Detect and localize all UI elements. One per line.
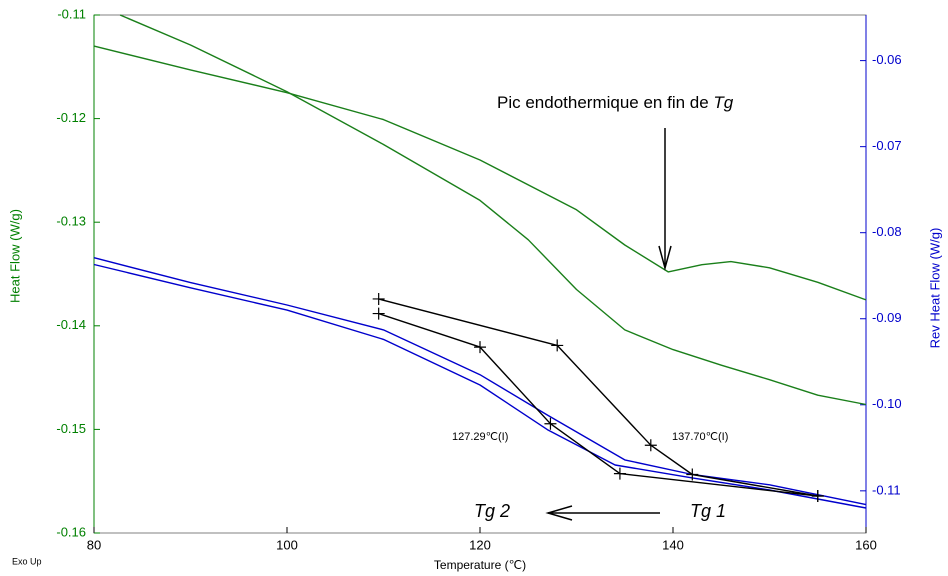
y2-tick-label: -0.09 [872,310,902,325]
series-line [378,298,818,497]
tangent-marker [372,292,385,305]
annotation: Pic endothermique en fin de Tg [497,93,734,112]
y-tick-label: -0.12 [56,110,86,125]
tangent-marker [474,341,486,354]
x-axis-label: Temperature (℃) [434,558,526,572]
plot-frame [93,14,867,534]
y2-tick-label: -0.08 [872,224,902,239]
y2-tick-label: -0.06 [872,52,902,67]
y-axis-label: Heat Flow (W/g) [7,209,22,303]
x-tick-label: 160 [855,537,877,552]
y-tick-label: -0.11 [57,6,86,21]
annotation-arrowhead [545,505,573,521]
x-tick-label: 100 [276,537,298,552]
y-tick-label: -0.13 [56,214,86,229]
tangent-marker [551,339,564,352]
series-line [119,14,867,406]
x-tick-label: 120 [469,537,491,552]
y-tick-label: -0.14 [56,317,86,332]
annotation: Tg 1 [690,501,726,521]
tangent-marker [811,490,824,502]
x-tick-label: 80 [87,537,101,552]
series-line [93,45,867,301]
y2-tick-label: -0.11 [872,482,901,497]
series-line [93,257,867,506]
series-line [378,312,818,497]
annotation-text: Pic endothermique en fin de [497,93,713,112]
annotation: 127.29℃(I) [452,431,508,443]
tangent-marker [644,439,657,452]
tangent-marker [686,468,699,481]
tangent-marker [372,307,385,320]
y-tick-label: -0.15 [56,421,86,436]
annotation: 137.70℃(I) [672,431,728,443]
annotation: Tg 2 [474,501,510,521]
tangent-marker [544,417,557,430]
y2-tick-label: -0.07 [872,138,902,153]
annotation-arrowhead [658,245,672,271]
series-line [93,263,867,509]
y2-tick-label: -0.10 [872,396,902,411]
y-tick-label: -0.16 [56,524,86,539]
x-tick-label: 140 [662,537,684,552]
annotation-text: Tg [713,93,733,112]
tangent-marker [613,467,626,480]
y2-axis-label: Rev Heat Flow (W/g) [927,228,942,349]
corner-note: Exo Up [12,556,42,566]
